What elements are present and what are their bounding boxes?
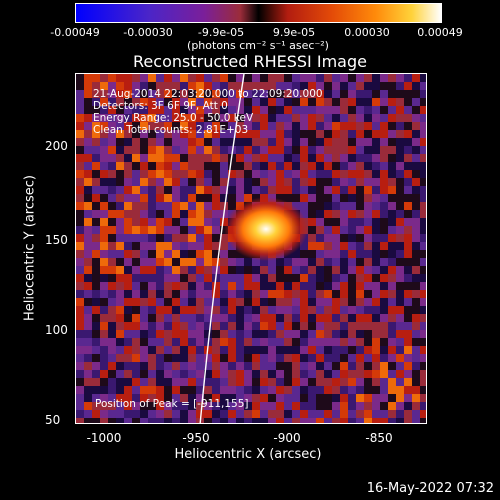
limb-line <box>199 74 245 423</box>
x-tick: -950 <box>182 431 210 445</box>
y-tick: 50 <box>45 413 61 427</box>
colorbar-tick: -0.00049 <box>50 26 100 39</box>
colorbar-tick: 0.00030 <box>344 26 390 39</box>
colorbar <box>75 3 442 23</box>
y-tick: 150 <box>45 233 68 247</box>
x-tick: -850 <box>365 431 393 445</box>
colorbar-units: (photons cm⁻² s⁻¹ asec⁻²) <box>187 39 329 52</box>
colorbar-tick: 0.00049 <box>417 26 463 39</box>
info-clean: Clean Total counts: 2.81E+03 <box>93 124 249 136</box>
x-axis-label: Heliocentric X (arcsec) <box>174 447 322 462</box>
info-energy: Energy Range: 25.0 - 50.0 keV <box>93 112 254 124</box>
y-tick: 200 <box>45 139 68 153</box>
x-tick: -900 <box>273 431 301 445</box>
solar-image <box>75 73 427 424</box>
y-axis-label: Heliocentric Y (arcsec) <box>22 175 38 321</box>
x-tick: -1000 <box>86 431 122 445</box>
y-tick: 100 <box>45 323 68 337</box>
reconstructed-image <box>76 74 426 423</box>
colorbar-tick: -9.9e-05 <box>197 26 245 39</box>
plot-title: Reconstructed RHESSI Image <box>133 52 367 71</box>
timestamp: 16-May-2022 07:32 <box>366 481 494 496</box>
source-peak <box>224 197 308 261</box>
info-detectors: Detectors: 3F 6F 9F, Att 0 <box>93 100 228 112</box>
info-time: 21-Aug-2014 22:03:20.000 to 22:09:20.000 <box>93 88 323 100</box>
colorbar-tick: 9.9e-05 <box>272 26 316 39</box>
colorbar-tick: -0.00030 <box>123 26 173 39</box>
info-peak: Position of Peak = [-911,155] <box>95 398 249 410</box>
